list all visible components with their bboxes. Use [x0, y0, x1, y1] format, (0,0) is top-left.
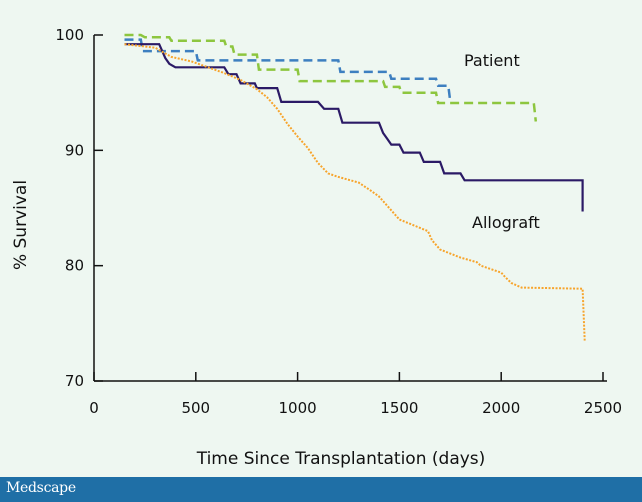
x-tick-label: 0: [89, 399, 99, 417]
footer-bar: Medscape: [0, 477, 642, 502]
y-tick-label: 90: [65, 141, 84, 159]
y-tick-label: 100: [55, 26, 84, 44]
x-tick-label: 1500: [380, 399, 418, 417]
allograft-annotation: Allograft: [472, 213, 540, 232]
x-tick-label: 2500: [584, 399, 622, 417]
x-tick-label: 500: [181, 399, 210, 417]
patient-annotation: Patient: [464, 51, 520, 70]
series-layer: [124, 33, 586, 341]
survival-series-line-2: [124, 38, 452, 103]
survival-series-line-4: [124, 43, 586, 341]
survival-series-line-1: [124, 33, 538, 122]
x-tick-label: 2000: [482, 399, 520, 417]
survival-series-line-3: [124, 43, 584, 212]
tick-layer: 0 500 1000 1500 2000 2500 70 80 90 100: [55, 26, 622, 417]
survival-chart: 0 500 1000 1500 2000 2500 70 80 90 100 Patient Al…: [11, 26, 622, 469]
x-tick-label: 1000: [279, 399, 317, 417]
x-axis-title: Time Since Transplantation (days): [196, 449, 486, 469]
y-axis-title: % Survival: [11, 180, 31, 270]
medscape-logo: Medscape: [6, 480, 76, 496]
y-tick-label: 70: [65, 372, 84, 390]
y-tick-label: 80: [65, 257, 84, 275]
